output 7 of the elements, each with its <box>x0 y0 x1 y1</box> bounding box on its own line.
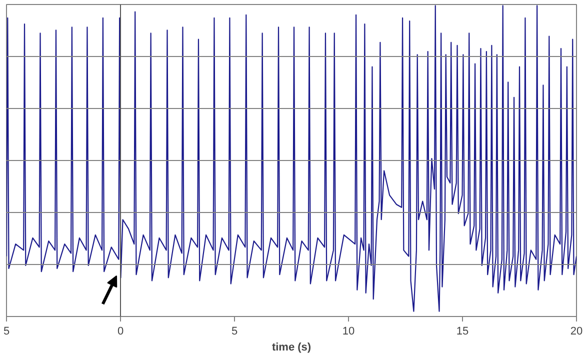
x-tick-label: 10 <box>342 326 355 338</box>
x-tick-label: 20 <box>570 326 583 338</box>
x-axis-title: time (s) <box>272 342 312 354</box>
x-tick-label: 0 <box>117 326 124 338</box>
x-tick-label: 15 <box>456 326 469 338</box>
x-tick-label: 5 <box>3 326 10 338</box>
x-tick-label: 5 <box>231 326 238 338</box>
